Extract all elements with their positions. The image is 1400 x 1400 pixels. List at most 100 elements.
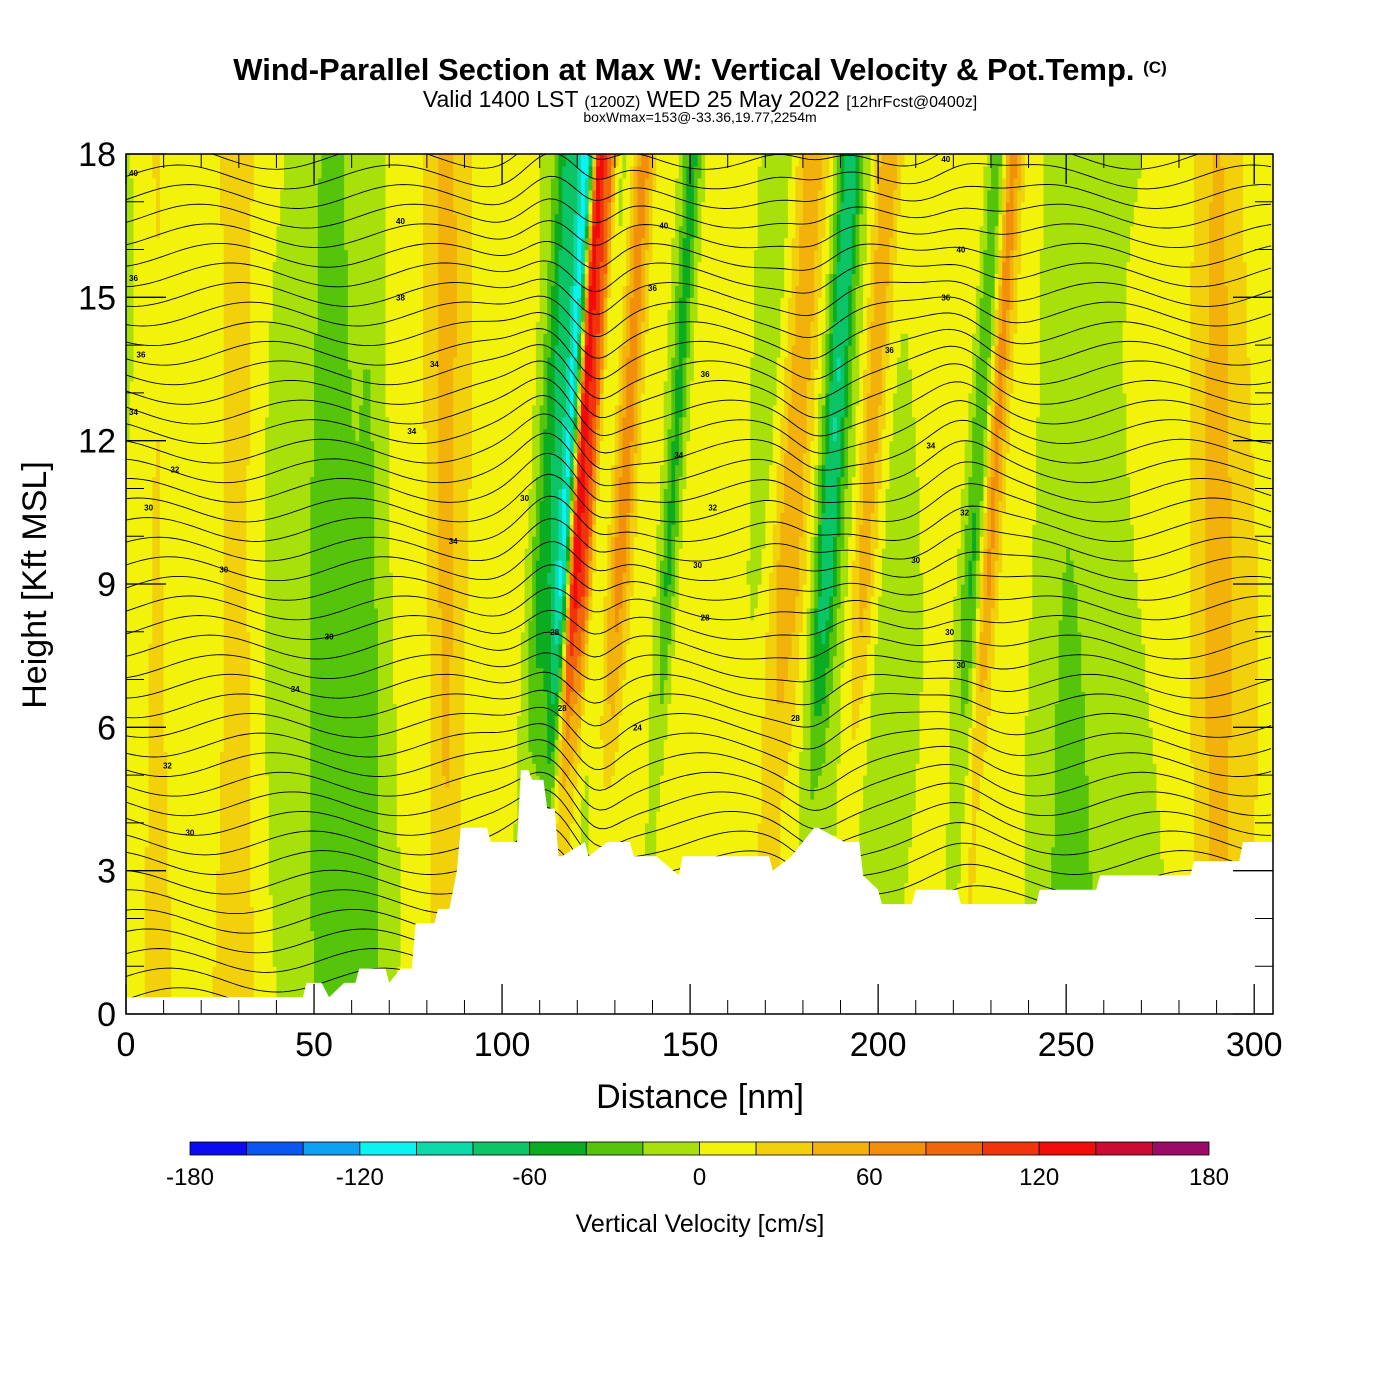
velocity-cell bbox=[212, 834, 217, 848]
velocity-cell bbox=[381, 787, 387, 800]
velocity-cell bbox=[298, 512, 304, 525]
velocity-cell bbox=[276, 607, 281, 621]
velocity-cell bbox=[182, 619, 187, 633]
velocity-cell bbox=[212, 548, 217, 561]
velocity-cell bbox=[133, 643, 138, 657]
velocity-cell bbox=[253, 906, 259, 920]
velocity-cell bbox=[377, 619, 383, 633]
velocity-cell bbox=[189, 966, 195, 979]
velocity-cell bbox=[265, 858, 270, 872]
velocity-cell bbox=[163, 703, 168, 716]
velocity-cell bbox=[212, 619, 217, 633]
velocity-cell bbox=[163, 846, 168, 860]
velocity-cell bbox=[193, 345, 199, 358]
velocity-cell bbox=[374, 392, 379, 406]
velocity-cell bbox=[137, 787, 142, 800]
velocity-cell bbox=[159, 225, 165, 239]
velocity-cell bbox=[336, 488, 341, 501]
velocity-cell bbox=[355, 428, 360, 442]
velocity-cell bbox=[137, 189, 142, 203]
velocity-cell bbox=[283, 524, 289, 537]
velocity-cell bbox=[223, 416, 229, 430]
velocity-cell bbox=[325, 954, 330, 967]
velocity-cell bbox=[208, 536, 214, 549]
velocity-cell bbox=[235, 261, 240, 275]
velocity-cell bbox=[193, 333, 199, 346]
velocity-cell bbox=[238, 237, 244, 251]
velocity-cell bbox=[377, 392, 383, 406]
velocity-cell bbox=[246, 165, 251, 179]
velocity-cell bbox=[204, 500, 210, 513]
velocity-cell bbox=[370, 428, 375, 442]
velocity-cell bbox=[377, 380, 383, 394]
velocity-cell bbox=[152, 261, 157, 275]
velocity-cell bbox=[272, 512, 278, 525]
velocity-cell bbox=[235, 369, 240, 382]
velocity-cell bbox=[223, 345, 229, 358]
velocity-cell bbox=[223, 667, 229, 681]
velocity-cell bbox=[268, 954, 274, 967]
velocity-cell bbox=[276, 297, 281, 310]
velocity-cell bbox=[340, 225, 345, 239]
velocity-cell bbox=[257, 822, 262, 836]
velocity-cell bbox=[298, 942, 304, 955]
velocity-cell bbox=[201, 631, 206, 645]
velocity-cell bbox=[201, 930, 206, 943]
velocity-cell bbox=[362, 918, 368, 931]
velocity-cell bbox=[250, 918, 255, 931]
velocity-cell bbox=[178, 333, 184, 346]
velocity-cell bbox=[377, 655, 383, 669]
velocity-cell bbox=[163, 345, 168, 358]
velocity-cell bbox=[167, 165, 172, 179]
velocity-cell bbox=[374, 345, 379, 358]
velocity-cell bbox=[359, 500, 364, 513]
velocity-cell bbox=[159, 476, 165, 490]
velocity-cell bbox=[276, 560, 281, 573]
velocity-cell bbox=[246, 990, 251, 1003]
velocity-cell bbox=[351, 763, 356, 776]
velocity-cell bbox=[298, 655, 304, 669]
velocity-cell bbox=[291, 213, 296, 227]
velocity-cell bbox=[261, 404, 266, 418]
velocity-cell bbox=[137, 954, 142, 967]
velocity-cell bbox=[178, 966, 184, 979]
velocity-cell bbox=[295, 416, 300, 430]
velocity-cell bbox=[355, 273, 360, 286]
velocity-cell bbox=[220, 154, 225, 167]
velocity-cell bbox=[295, 631, 300, 645]
velocity-cell bbox=[355, 345, 360, 358]
velocity-cell bbox=[280, 572, 285, 585]
velocity-cell bbox=[242, 404, 247, 418]
velocity-cell bbox=[174, 619, 180, 633]
velocity-cell bbox=[186, 858, 191, 872]
velocity-cell bbox=[295, 894, 300, 908]
velocity-cell bbox=[235, 500, 240, 513]
velocity-cell bbox=[291, 942, 296, 955]
velocity-cell bbox=[276, 930, 281, 943]
velocity-cell bbox=[347, 906, 353, 920]
velocity-cell bbox=[246, 548, 251, 561]
velocity-cell bbox=[377, 918, 383, 931]
velocity-cell bbox=[174, 452, 180, 466]
velocity-cell bbox=[208, 572, 214, 585]
velocity-cell bbox=[152, 739, 157, 752]
velocity-cell bbox=[144, 273, 150, 286]
velocity-cell bbox=[212, 416, 217, 430]
velocity-cell bbox=[216, 799, 221, 812]
velocity-cell bbox=[171, 560, 176, 573]
velocity-cell bbox=[302, 930, 308, 943]
velocity-cell bbox=[141, 392, 146, 406]
velocity-cell bbox=[201, 834, 206, 848]
velocity-cell bbox=[193, 954, 199, 967]
velocity-cell bbox=[156, 584, 161, 597]
velocity-cell bbox=[321, 177, 326, 191]
velocity-cell bbox=[223, 655, 229, 669]
velocity-cell bbox=[272, 536, 278, 549]
velocity-cell bbox=[242, 930, 247, 943]
velocity-cell bbox=[314, 930, 319, 943]
velocity-cell bbox=[265, 870, 270, 884]
velocity-cell bbox=[332, 954, 338, 967]
velocity-cell bbox=[227, 225, 232, 239]
velocity-cell bbox=[276, 655, 281, 669]
velocity-cell bbox=[167, 679, 172, 693]
